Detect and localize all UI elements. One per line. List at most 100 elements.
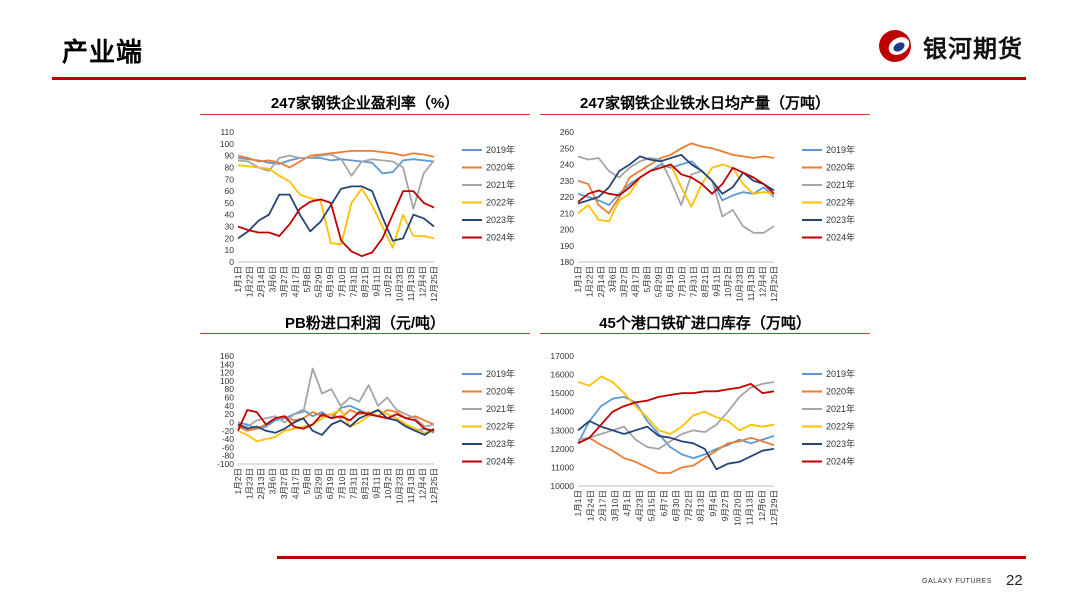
legend-label: 2024年 bbox=[486, 456, 515, 467]
x-tick-label: 12月4日 bbox=[417, 468, 427, 499]
y-tick-label: 240 bbox=[560, 160, 574, 170]
x-tick-label: 4月17日 bbox=[291, 468, 301, 499]
y-tick-label: 160 bbox=[220, 351, 234, 361]
series-line bbox=[577, 142, 775, 215]
y-tick-label: 20 bbox=[225, 409, 235, 419]
x-tick-label: 8月21日 bbox=[360, 468, 370, 499]
x-tick-label: 10月2日 bbox=[383, 468, 393, 499]
x-tick-label: 3月10日 bbox=[610, 490, 620, 521]
y-tick-label: -100 bbox=[217, 459, 234, 469]
title-rule bbox=[540, 333, 870, 334]
legend-label: 2023年 bbox=[486, 438, 515, 449]
series-line bbox=[237, 185, 435, 242]
y-tick-label: 80 bbox=[225, 162, 235, 172]
x-tick-label: 2月13日 bbox=[256, 468, 266, 499]
x-tick-label: 1月1日 bbox=[573, 266, 583, 292]
y-tick-label: 0 bbox=[229, 417, 234, 427]
page-title: 产业端 bbox=[62, 37, 144, 67]
series-line bbox=[577, 153, 775, 205]
chart-4: 10000 11000 12000 13000 14000 15000 16000 17000… bbox=[550, 351, 855, 526]
x-tick-label: 7月22日 bbox=[683, 490, 693, 521]
x-tick-label: 9月27日 bbox=[720, 490, 730, 521]
series-line bbox=[237, 409, 435, 443]
x-tick-label: 12月25日 bbox=[429, 468, 439, 504]
x-tick-label: 1月22日 bbox=[245, 266, 255, 297]
legend-label: 2020年 bbox=[486, 162, 515, 173]
x-tick-label: 11月13日 bbox=[745, 490, 755, 525]
title-rule bbox=[540, 114, 870, 115]
legend-label: 2019年 bbox=[486, 144, 515, 155]
brand-logo: 银河期货 bbox=[877, 26, 1023, 66]
x-tick-label: 7月10日 bbox=[677, 266, 687, 297]
x-tick-label: 2月17日 bbox=[598, 490, 608, 521]
y-tick-label: -40 bbox=[222, 434, 235, 444]
y-tick-label: 14000 bbox=[550, 407, 574, 417]
galaxy-logo-icon bbox=[879, 30, 911, 62]
y-tick-label: 110 bbox=[220, 127, 234, 137]
chart-panel-1: 247家钢铁企业盈利率（%） 0 10 20 30 40 50 60 70 80 90 100 110… bbox=[200, 90, 530, 310]
chart-panel-3: PB粉进口利润（元/吨） -100 -80 -60 -40 -20 0 20 40 60 80 10… bbox=[200, 310, 530, 510]
legend-label: 2020年 bbox=[826, 386, 855, 397]
series-line bbox=[577, 436, 775, 474]
y-tick-label: 30 bbox=[225, 222, 235, 232]
legend-label: 2021年 bbox=[486, 403, 515, 414]
x-tick-label: 9月11日 bbox=[371, 266, 381, 297]
x-tick-label: 1月24日 bbox=[585, 490, 595, 521]
legend-label: 2021年 bbox=[486, 179, 515, 190]
y-tick-label: 50 bbox=[225, 198, 235, 208]
x-tick-label: 9月11日 bbox=[711, 266, 721, 297]
x-tick-label: 11月13日 bbox=[406, 266, 416, 301]
header-divider bbox=[52, 77, 1026, 80]
x-tick-label: 7月10日 bbox=[337, 468, 347, 499]
x-tick-label: 6月30日 bbox=[671, 490, 681, 521]
legend-label: 2023年 bbox=[486, 214, 515, 225]
legend-label: 2019年 bbox=[826, 368, 855, 379]
x-tick-label: 5月29日 bbox=[654, 266, 664, 297]
x-tick-label: 3月6日 bbox=[608, 266, 618, 292]
series-line bbox=[577, 163, 775, 203]
x-tick-label: 7月31日 bbox=[348, 468, 358, 499]
y-tick-label: 10 bbox=[225, 245, 235, 255]
x-tick-label: 12月4日 bbox=[757, 266, 767, 297]
series-line bbox=[237, 367, 435, 428]
chart-title: PB粉进口利润（元/吨） bbox=[284, 315, 445, 332]
x-tick-label: 10月23日 bbox=[394, 468, 404, 504]
y-tick-label: -20 bbox=[222, 426, 235, 436]
chart-title: 247家钢铁企业铁水日均产量（万吨） bbox=[579, 95, 831, 112]
y-tick-label: 230 bbox=[560, 176, 574, 186]
chart-title: 247家钢铁企业盈利率（%） bbox=[270, 95, 460, 112]
x-tick-label: 6月19日 bbox=[325, 266, 335, 297]
legend-label: 2023年 bbox=[826, 438, 855, 449]
x-tick-label: 6月7日 bbox=[659, 490, 669, 516]
chart-title: 45个港口铁矿进口库存（万吨） bbox=[599, 315, 811, 332]
y-tick-label: 70 bbox=[225, 174, 235, 184]
legend-label: 2024年 bbox=[826, 232, 855, 243]
series-line bbox=[577, 160, 775, 206]
x-tick-label: 9月4日 bbox=[708, 490, 718, 516]
x-tick-label: 4月17日 bbox=[291, 266, 301, 297]
y-tick-label: 11000 bbox=[551, 462, 574, 472]
y-tick-label: 40 bbox=[225, 401, 235, 411]
legend-label: 2019年 bbox=[486, 368, 515, 379]
x-tick-label: 2月14日 bbox=[256, 266, 266, 297]
legend-label: 2021年 bbox=[826, 403, 855, 414]
y-tick-label: 250 bbox=[560, 143, 574, 153]
x-tick-label: 1月22日 bbox=[585, 266, 595, 297]
x-tick-label: 1月2日 bbox=[233, 468, 243, 494]
legend-label: 2024年 bbox=[826, 456, 855, 467]
y-tick-label: 180 bbox=[560, 257, 574, 267]
series-line bbox=[237, 164, 435, 249]
x-tick-label: 10月2日 bbox=[723, 266, 733, 297]
series-line bbox=[577, 163, 775, 223]
series-line bbox=[577, 383, 775, 445]
x-tick-label: 9月11日 bbox=[371, 468, 381, 499]
chart-panel-2: 247家钢铁企业铁水日均产量（万吨） 180 190 200 210 220 230 240… bbox=[540, 90, 870, 310]
x-tick-label: 5月8日 bbox=[302, 266, 312, 292]
x-tick-label: 5月29日 bbox=[314, 468, 324, 499]
y-tick-label: 0 bbox=[229, 257, 234, 267]
y-tick-label: 100 bbox=[220, 376, 234, 386]
x-tick-label: 12月29日 bbox=[769, 490, 779, 526]
y-tick-label: 210 bbox=[560, 208, 574, 218]
x-tick-label: 10月23日 bbox=[734, 266, 744, 302]
